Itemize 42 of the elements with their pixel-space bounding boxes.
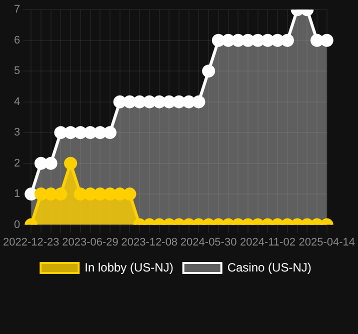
point	[84, 126, 97, 140]
point	[222, 34, 235, 47]
y-tick-label: 4	[14, 96, 20, 108]
point	[202, 64, 216, 78]
point	[133, 95, 146, 108]
point	[251, 34, 264, 47]
x-tick-label: 2024-05-30	[180, 236, 237, 248]
point	[64, 126, 78, 140]
point	[172, 95, 186, 108]
point	[192, 95, 206, 108]
point	[152, 95, 166, 108]
point	[320, 34, 334, 47]
point	[94, 126, 107, 140]
y-tick-label: 6	[14, 34, 20, 46]
y-tick-label: 0	[14, 218, 20, 231]
point	[113, 95, 126, 108]
point	[232, 34, 245, 47]
y-tick-label: 3	[14, 126, 20, 139]
point	[74, 126, 87, 140]
x-tick-label: 2022-12-23	[2, 236, 60, 248]
point	[271, 34, 284, 47]
x-tick-label: 2023-06-29	[62, 236, 118, 248]
point	[212, 34, 225, 47]
legend-label: Casino (US-NJ)	[227, 260, 312, 274]
point	[310, 34, 324, 47]
y-tick-label: 7	[14, 4, 20, 16]
y-tick-label: 5	[14, 65, 20, 78]
point	[103, 126, 116, 140]
point	[182, 95, 196, 108]
point	[123, 95, 136, 108]
point	[54, 126, 68, 140]
point	[261, 34, 274, 47]
x-tick-label: 2025-04-14	[298, 236, 356, 248]
point	[162, 95, 176, 108]
legend-label: In lobby (US-NJ)	[84, 260, 174, 274]
point	[142, 95, 156, 108]
x-tick-label: 2024-11-02	[240, 236, 296, 248]
point	[242, 34, 255, 47]
point	[280, 34, 294, 47]
y-tick-label: 1	[14, 188, 20, 200]
y-tick-label: 2	[14, 157, 20, 170]
x-tick-label: 2023-12-08	[121, 236, 178, 248]
